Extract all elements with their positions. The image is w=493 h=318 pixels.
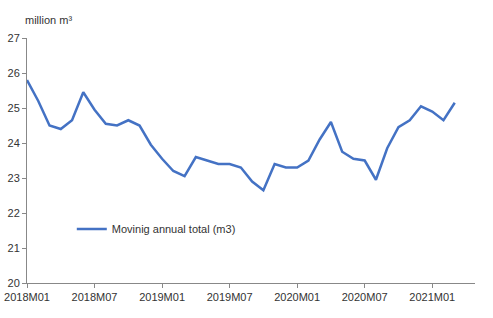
- svg-text:22: 22: [8, 207, 20, 219]
- svg-text:20: 20: [8, 277, 20, 289]
- svg-text:23: 23: [8, 172, 20, 184]
- svg-text:26: 26: [8, 67, 20, 79]
- svg-text:2019M07: 2019M07: [207, 291, 253, 303]
- svg-text:Movinig annual total (m3): Movinig annual total (m3): [112, 223, 236, 235]
- svg-text:24: 24: [8, 137, 20, 149]
- svg-text:25: 25: [8, 102, 20, 114]
- svg-text:2019M01: 2019M01: [139, 291, 185, 303]
- svg-text:21: 21: [8, 242, 20, 254]
- svg-text:2018M07: 2018M07: [72, 291, 118, 303]
- svg-text:2021M01: 2021M01: [409, 291, 455, 303]
- svg-text:million m³: million m³: [25, 14, 72, 26]
- svg-text:27: 27: [8, 32, 20, 44]
- svg-text:2020M01: 2020M01: [274, 291, 320, 303]
- svg-text:2018M01: 2018M01: [4, 291, 50, 303]
- svg-text:2020M07: 2020M07: [342, 291, 388, 303]
